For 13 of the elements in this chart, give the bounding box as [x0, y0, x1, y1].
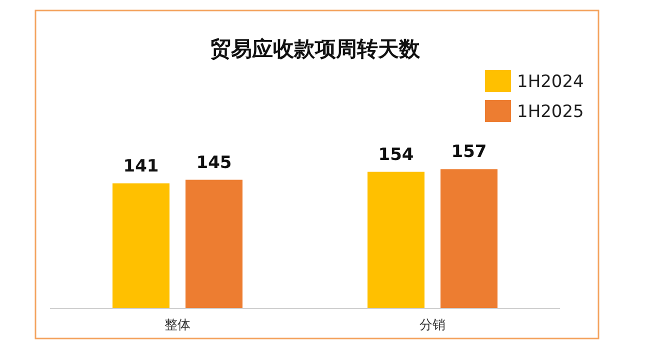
- chart-title: 贸易应收款项周转天数: [210, 37, 421, 61]
- bar: [112, 183, 170, 308]
- x-tick-label: 分销: [420, 318, 446, 333]
- x-tick-label: 整体: [164, 318, 190, 333]
- data-label: 157: [451, 142, 487, 162]
- bar: [440, 169, 498, 308]
- bar: [368, 172, 424, 308]
- legend-label: 1H2025: [517, 102, 584, 122]
- bar: [186, 180, 242, 308]
- legend-label: 1H2024: [517, 72, 584, 92]
- data-label: 141: [123, 156, 159, 176]
- data-label: 145: [196, 152, 232, 173]
- data-label: 154: [378, 144, 414, 165]
